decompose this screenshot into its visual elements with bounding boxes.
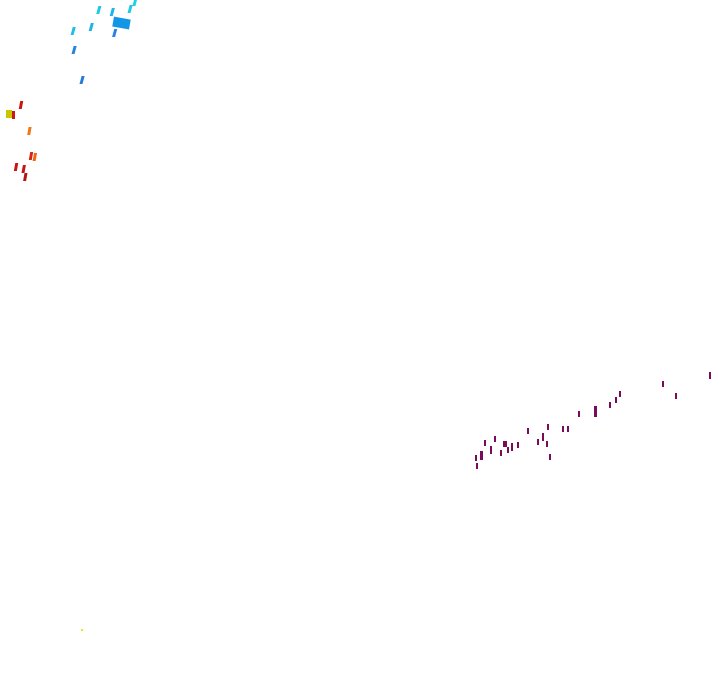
mark: [13, 163, 19, 171]
mark: [527, 428, 529, 434]
mark: [132, 0, 137, 6]
mark: [81, 629, 83, 631]
mark: [542, 433, 544, 441]
mark: [517, 442, 519, 448]
mark: [494, 436, 496, 442]
mark: [96, 6, 102, 14]
mark: [70, 27, 76, 35]
purple-cluster: [475, 372, 711, 469]
mark: [27, 127, 32, 135]
mark: [619, 391, 621, 397]
mark: [609, 402, 611, 408]
mark: [88, 23, 94, 31]
mark: [71, 46, 77, 54]
mark: [112, 29, 118, 37]
mark: [662, 381, 664, 387]
mark: [484, 440, 486, 446]
mark: [476, 463, 478, 469]
mark: [549, 454, 551, 460]
red-cluster: [6, 101, 38, 181]
mark: [480, 451, 483, 460]
mark: [567, 426, 569, 432]
mark: [490, 446, 492, 454]
mark: [475, 455, 477, 461]
mark: [594, 406, 597, 417]
mark: [511, 443, 513, 451]
mark: [507, 447, 509, 453]
mark: [109, 8, 115, 16]
mark: [6, 110, 12, 118]
mark: [23, 173, 28, 181]
mark: [12, 111, 15, 119]
mark: [562, 426, 564, 432]
mark: [18, 101, 24, 109]
mark: [709, 372, 711, 379]
mark: [127, 5, 133, 13]
mark: [578, 411, 580, 417]
blue-cluster: [70, 0, 137, 84]
mark: [547, 424, 549, 430]
mark: [500, 450, 502, 456]
mark: [112, 16, 131, 30]
mark: [675, 393, 677, 399]
mark: [615, 397, 617, 403]
mark: [546, 441, 548, 447]
mark: [28, 152, 34, 160]
mark: [537, 439, 539, 445]
mark: [21, 165, 26, 173]
mark: [32, 153, 38, 161]
mark: [79, 76, 85, 84]
mark: [503, 441, 507, 447]
